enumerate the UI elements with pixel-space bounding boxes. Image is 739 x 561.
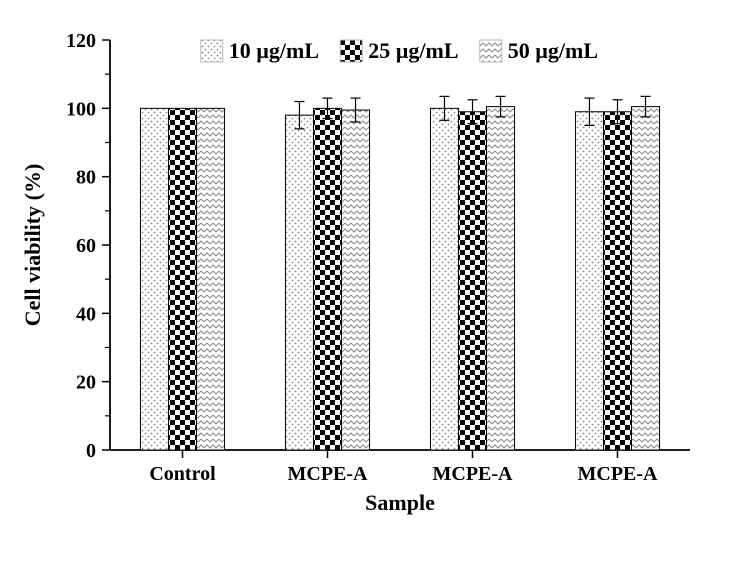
- svg-text:0: 0: [86, 440, 96, 462]
- legend-label: 10 µg/mL: [229, 38, 319, 63]
- bar: [140, 108, 168, 450]
- chart-svg: 0 20 40 60 80 100 120 Cell viability (%) Control…: [0, 0, 739, 561]
- svg-text:80: 80: [76, 167, 96, 189]
- legend-label: 50 µg/mL: [508, 38, 598, 63]
- bar: [487, 107, 515, 450]
- legend: 10 µg/mL 25 µg/mL 50 µg/mL: [201, 38, 598, 63]
- svg-text:Sample: Sample: [365, 490, 435, 515]
- bar: [603, 112, 631, 450]
- svg-text:MCPE-A: MCPE-A: [578, 463, 659, 485]
- svg-text:MCPE-A: MCPE-A: [288, 463, 369, 485]
- legend-label: 25 µg/mL: [368, 38, 458, 63]
- cell-viability-bar-chart: 0 20 40 60 80 100 120 Cell viability (%) Control…: [0, 0, 739, 561]
- svg-text:Control: Control: [149, 463, 216, 485]
- bar: [575, 112, 603, 450]
- svg-text:120: 120: [66, 30, 96, 52]
- bar: [430, 108, 458, 450]
- bar: [632, 107, 660, 450]
- bar: [458, 112, 486, 450]
- svg-text:Cell viability (%): Cell viability (%): [20, 164, 45, 327]
- svg-text:MCPE-A: MCPE-A: [433, 463, 514, 485]
- bar: [342, 110, 370, 450]
- bar: [313, 108, 341, 450]
- bar: [168, 108, 196, 450]
- svg-text:40: 40: [76, 303, 96, 325]
- svg-text:60: 60: [76, 235, 96, 257]
- bar: [285, 115, 313, 450]
- bar: [197, 108, 225, 450]
- svg-text:100: 100: [66, 98, 96, 120]
- svg-text:20: 20: [76, 372, 96, 394]
